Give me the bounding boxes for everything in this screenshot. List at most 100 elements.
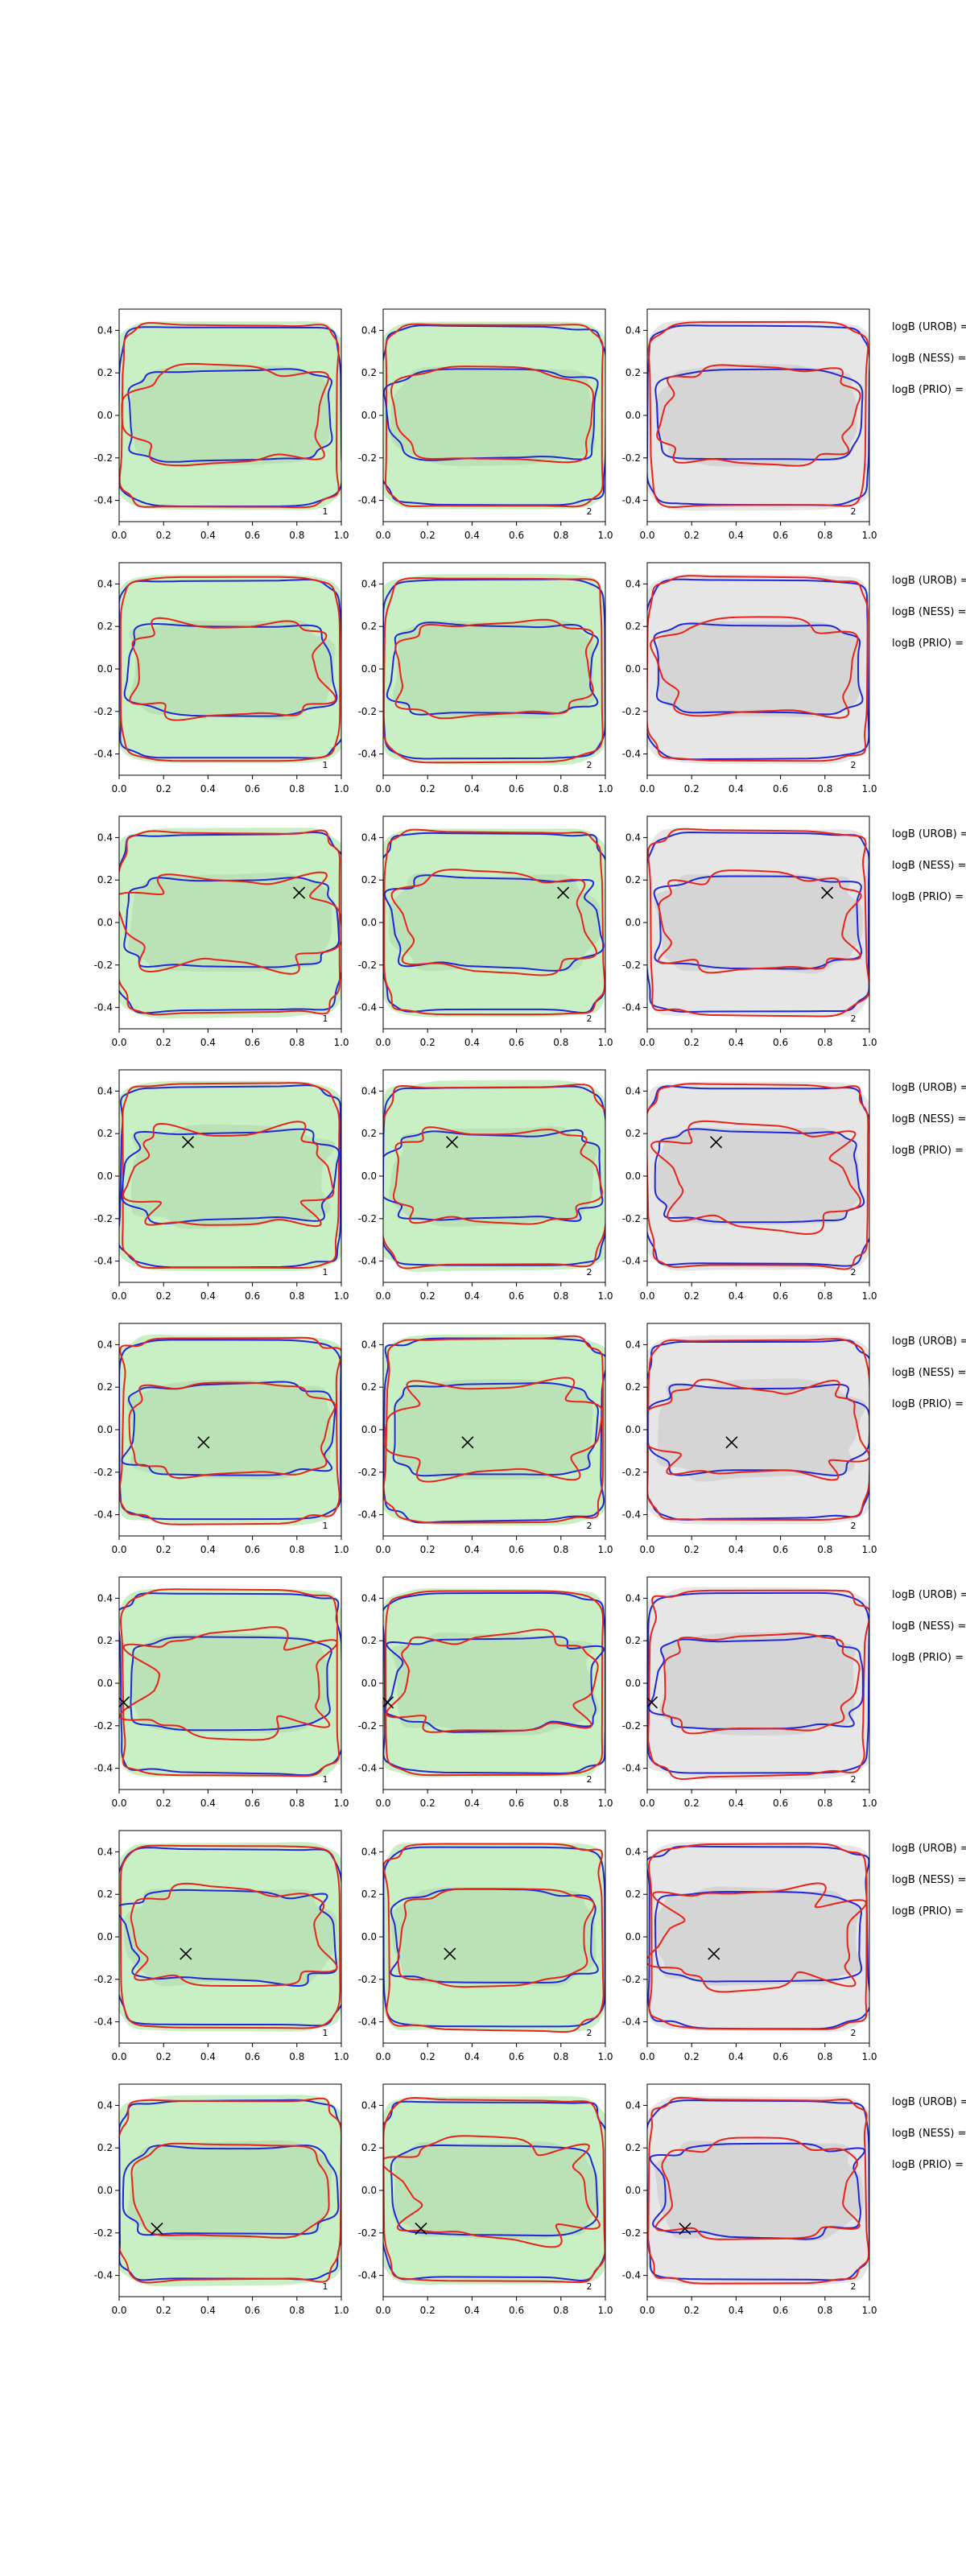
blue-contour-inner [390, 1888, 599, 1984]
red-contour-outer [119, 576, 341, 762]
y-tick-label: 0.2 [97, 1889, 113, 1900]
x-tick-label: 0.2 [684, 2051, 700, 2062]
true-parameter-marker [197, 1436, 210, 1449]
logb-labels-row-5: logB (UROB) = logB (NESS) = logB (PRIO) = [892, 1335, 966, 1410]
x-tick-label: 0.6 [509, 530, 524, 541]
y-tick-label: -0.4 [622, 1002, 641, 1013]
x-tick-label: 0.0 [639, 2051, 654, 2062]
panel-tag: 1 [323, 506, 328, 517]
subplot-r3-c3: 0.0 0.2 0.4 0.6 0.8 1.0 -0.4 -0.2 0.0 0.2 0.4 2 [622, 815, 877, 1048]
true-parameter-marker [461, 1436, 474, 1449]
x-tick-label: 0.6 [773, 2051, 788, 2062]
blue-contour-inner [119, 1889, 338, 1988]
x-tick-label: 0.8 [289, 1798, 304, 1809]
red-contour-inner [130, 1882, 338, 1987]
y-tick-label: -0.4 [94, 2017, 113, 2028]
blue-contour-inner [654, 1890, 863, 1983]
y-tick-label: 0.0 [97, 410, 113, 421]
y-tick-label: 0.2 [361, 621, 377, 632]
subplot-r2-c2: 0.0 0.2 0.4 0.6 0.8 1.0 -0.4 -0.2 0.0 0.2 0.4 2 [358, 562, 613, 795]
panel-tag: 2 [587, 506, 592, 517]
y-tick-label: 0.4 [97, 324, 113, 336]
red-contour-outer [119, 1844, 341, 2029]
y-tick-label: 0.4 [625, 578, 641, 589]
panel-tag: 2 [851, 2281, 857, 2292]
x-tick-label: 0.0 [639, 1290, 654, 1302]
x-tick-label: 0.4 [464, 2305, 480, 2316]
y-tick-label: 0.2 [625, 367, 641, 378]
x-tick-label: 0.4 [200, 1798, 216, 1809]
x-tick-label: 0.6 [773, 2305, 788, 2316]
x-tick-label: 0.0 [375, 783, 390, 795]
red-contour-inner [392, 1126, 603, 1225]
x-tick-label: 0.0 [639, 1798, 654, 1809]
y-tick-label: 0.4 [361, 2099, 377, 2111]
x-tick-label: 0.0 [639, 783, 654, 795]
y-tick-label: 0.4 [625, 1085, 641, 1096]
y-tick-label: 0.0 [361, 1424, 377, 1435]
blue-contour-inner [120, 1128, 341, 1224]
x-tick-label: 0.6 [245, 2051, 260, 2062]
red-contour-inner [129, 617, 337, 721]
x-tick-label: 0.6 [509, 783, 524, 795]
x-tick-label: 0.8 [289, 2305, 304, 2316]
x-tick-label: 0.6 [245, 1290, 260, 1302]
blue-contour-inner [653, 622, 864, 716]
y-tick-label: -0.4 [94, 1509, 113, 1521]
y-tick-label: -0.2 [94, 1213, 113, 1224]
x-tick-label: 0.0 [375, 2051, 390, 2062]
x-tick-label: 0.2 [684, 783, 700, 795]
red-contour-inner [121, 362, 330, 467]
y-tick-label: 0.4 [361, 1339, 377, 1350]
x-tick-label: 0.4 [729, 783, 744, 795]
x-tick-label: 0.4 [200, 1037, 216, 1048]
x-tick-label: 0.2 [684, 2305, 700, 2316]
panel-tag: 2 [587, 760, 592, 770]
x-tick-label: 0.2 [156, 1798, 171, 1809]
x-tick-label: 0.4 [464, 530, 480, 541]
x-tick-label: 0.2 [156, 2305, 171, 2316]
x-tick-label: 1.0 [597, 1037, 613, 1048]
true-parameter-marker [647, 1696, 658, 1709]
x-tick-label: 0.0 [639, 2305, 654, 2316]
subplot-r1-c2: 0.0 0.2 0.4 0.6 0.8 1.0 -0.4 -0.2 0.0 0.2 0.4 2 [358, 308, 613, 541]
subplot-r2-c3: 0.0 0.2 0.4 0.6 0.8 1.0 -0.4 -0.2 0.0 0.2 0.4 2 [622, 562, 877, 795]
red-contour-outer [647, 320, 869, 508]
x-tick-label: 1.0 [333, 1290, 349, 1302]
blue-contour-inner [123, 877, 341, 968]
y-tick-label: -0.4 [622, 2017, 641, 2028]
blue-contour-outer [383, 1337, 605, 1524]
red-contour-inner [650, 616, 859, 719]
logb-label: logB (NESS) = [892, 606, 966, 618]
y-tick-label: 0.4 [361, 1846, 377, 1857]
subplot-r5-c2: 0.0 0.2 0.4 0.6 0.8 1.0 -0.4 -0.2 0.0 0.2 0.4 2 [358, 1323, 613, 1555]
density-fill-inner [130, 365, 330, 466]
y-tick-label: 0.2 [625, 2142, 641, 2153]
y-tick-label: 0.2 [361, 874, 377, 886]
y-tick-label: -0.2 [358, 960, 377, 971]
y-tick-label: 0.0 [625, 917, 641, 928]
blue-contour-inner [648, 1634, 864, 1730]
y-tick-label: 0.2 [361, 1635, 377, 1646]
x-tick-label: 0.8 [553, 1544, 568, 1555]
x-tick-label: 0.2 [420, 1798, 436, 1809]
y-tick-label: -0.2 [94, 1467, 113, 1478]
x-tick-label: 0.2 [420, 1037, 436, 1048]
x-tick-label: 0.4 [729, 2051, 744, 2062]
red-contour-outer [383, 1843, 605, 2033]
x-tick-label: 0.6 [245, 783, 260, 795]
density-fill-inner [658, 621, 859, 717]
subplot-r7-c3: 0.0 0.2 0.4 0.6 0.8 1.0 -0.4 -0.2 0.0 0.2 0.4 2 [622, 1830, 877, 2062]
x-tick-label: 0.6 [509, 1290, 524, 1302]
panel-tag: 2 [851, 1013, 857, 1024]
x-tick-label: 0.2 [684, 1290, 700, 1302]
logb-label: logB (UROB) = [892, 1589, 966, 1601]
blue-contour-outer [383, 1591, 605, 1775]
subplot-r1-c1: 0.0 0.2 0.4 0.6 0.8 1.0 -0.4 -0.2 0.0 0.2 0.4 1 [94, 308, 349, 541]
density-fill-inner [391, 1632, 600, 1736]
y-tick-label: 0.4 [625, 1339, 641, 1350]
x-tick-label: 0.0 [375, 530, 390, 541]
x-tick-label: 1.0 [597, 1544, 613, 1555]
red-contour-outer [383, 1084, 605, 1269]
y-tick-label: 0.2 [97, 874, 113, 886]
